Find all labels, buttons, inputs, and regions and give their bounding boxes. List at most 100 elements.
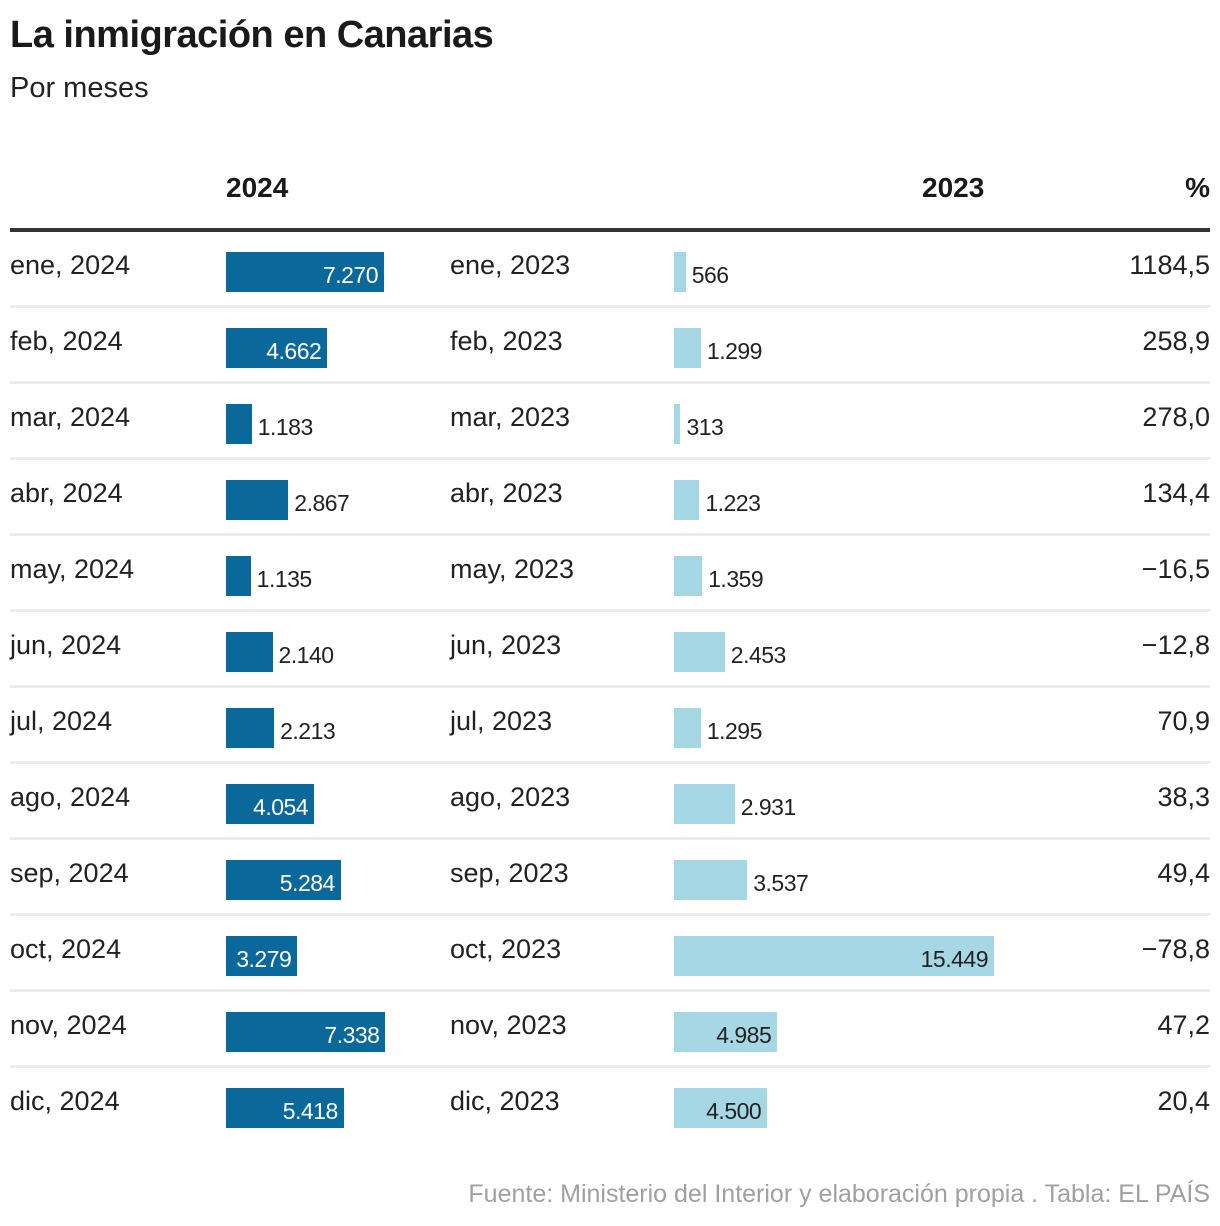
bar-2023 — [674, 708, 701, 748]
percent-change: 70,9 — [1157, 706, 1210, 736]
bar-2024 — [226, 556, 251, 596]
value-2023: 1.295 — [706, 718, 763, 744]
bar-2024 — [226, 1088, 344, 1128]
bar-2023 — [674, 1012, 778, 1052]
month-label-2024: ene, 2024 — [10, 250, 131, 280]
table-row: abr, 2024 2.867 abr, 2023 1.223 134,4 — [10, 460, 1210, 536]
bar-2023 — [674, 556, 703, 596]
table-row: nov, 2024 7.338 nov, 2023 4.985 47,2 — [10, 992, 1210, 1068]
bar-2023 — [674, 784, 735, 824]
month-label-2023: sep, 2023 — [450, 858, 569, 888]
month-label-2023: jun, 2023 — [450, 630, 562, 660]
value-2023: 566 — [691, 262, 729, 288]
value-2024: 5.284 — [279, 870, 336, 896]
header-rule — [10, 228, 1210, 232]
month-label-2024: oct, 2024 — [10, 934, 122, 964]
value-2024: 2.867 — [294, 490, 350, 516]
month-label-2024: dic, 2024 — [10, 1086, 120, 1116]
percent-change: −78,8 — [1141, 934, 1210, 964]
value-2024: 1.135 — [256, 566, 313, 592]
value-2023: 2.453 — [730, 642, 787, 668]
table-row: mar, 2024 1.183 mar, 2023 313 278,0 — [10, 384, 1210, 460]
header-2024: 2024 — [226, 172, 289, 203]
month-label-2023: ago, 2023 — [450, 782, 571, 812]
value-2024: 4.054 — [253, 794, 309, 820]
table-row: sep, 2024 5.284 sep, 2023 3.537 49,4 — [10, 840, 1210, 916]
bar-2024 — [226, 252, 384, 292]
percent-change: −16,5 — [1141, 554, 1210, 584]
bar-2024 — [226, 328, 328, 368]
month-label-2024: feb, 2024 — [10, 326, 123, 356]
month-label-2023: abr, 2023 — [450, 478, 563, 508]
chart-subtitle: Por meses — [10, 72, 149, 104]
percent-change: 278,0 — [1142, 402, 1210, 432]
bar-2023 — [674, 1088, 768, 1128]
header-percent: % — [1185, 172, 1210, 203]
value-2023: 3.537 — [753, 870, 809, 896]
bar-2024 — [226, 860, 341, 900]
bar-2024 — [226, 632, 273, 672]
bar-2024 — [226, 708, 275, 748]
bar-2023 — [674, 480, 700, 520]
month-label-2024: sep, 2024 — [10, 858, 129, 888]
value-2023: 1.223 — [705, 490, 761, 516]
month-label-2024: mar, 2024 — [10, 402, 131, 432]
percent-change: 258,9 — [1142, 326, 1210, 356]
bar-2023 — [674, 404, 681, 444]
value-2023: 2.931 — [740, 794, 797, 820]
value-2024: 2.140 — [278, 642, 335, 668]
percent-change: 1184,5 — [1129, 250, 1210, 280]
percent-change: 20,4 — [1157, 1086, 1210, 1116]
chart-title: La inmigración en Canarias — [10, 14, 494, 56]
month-label-2023: nov, 2023 — [450, 1010, 567, 1040]
bar-2024 — [226, 784, 315, 824]
value-2023: 4.985 — [716, 1022, 772, 1048]
bar-2024 — [226, 404, 252, 444]
bar-2023 — [674, 936, 994, 976]
table-row: ago, 2024 4.054 ago, 2023 2.931 38,3 — [10, 764, 1210, 840]
bar-2023 — [674, 328, 701, 368]
value-2024: 3.279 — [236, 946, 292, 972]
bar-2023 — [674, 252, 686, 292]
month-label-2023: oct, 2023 — [450, 934, 562, 964]
source-note: Fuente: Ministerio del Interior y elabor… — [468, 1180, 1210, 1208]
value-2023: 1.359 — [708, 566, 764, 592]
percent-change: −12,8 — [1141, 630, 1210, 660]
value-2023: 313 — [686, 414, 724, 440]
month-label-2024: jun, 2024 — [10, 630, 122, 660]
table-row: feb, 2024 4.662 feb, 2023 1.299 258,9 — [10, 308, 1210, 384]
header-2023: 2023 — [922, 172, 985, 203]
bar-2024 — [226, 936, 298, 976]
table-row: oct, 2024 3.279 oct, 2023 15.449 −78,8 — [10, 916, 1210, 992]
percent-change: 47,2 — [1157, 1010, 1210, 1040]
month-label-2024: may, 2024 — [10, 554, 135, 584]
table-row: ene, 2024 7.270 ene, 2023 566 1184,5 — [10, 232, 1210, 308]
value-2024: 4.662 — [266, 338, 322, 364]
percent-change: 49,4 — [1157, 858, 1210, 888]
bar-2024 — [226, 1012, 386, 1052]
percent-change: 134,4 — [1142, 478, 1210, 508]
month-label-2023: ene, 2023 — [450, 250, 571, 280]
month-label-2023: mar, 2023 — [450, 402, 571, 432]
month-label-2023: may, 2023 — [450, 554, 575, 584]
value-2023: 1.299 — [706, 338, 763, 364]
value-2023: 4.500 — [706, 1098, 762, 1124]
month-label-2024: jul, 2024 — [10, 706, 113, 736]
month-label-2024: nov, 2024 — [10, 1010, 127, 1040]
month-label-2024: ago, 2024 — [10, 782, 131, 812]
table-row: may, 2024 1.135 may, 2023 1.359 −16,5 — [10, 536, 1210, 612]
table-row: jul, 2024 2.213 jul, 2023 1.295 70,9 — [10, 688, 1210, 764]
bar-2023 — [674, 860, 748, 900]
table-row: jun, 2024 2.140 jun, 2023 2.453 −12,8 — [10, 612, 1210, 688]
value-2024: 7.270 — [322, 262, 379, 288]
value-2024: 1.183 — [257, 414, 314, 440]
value-2023: 15.449 — [920, 946, 989, 972]
bar-2023 — [674, 632, 725, 672]
percent-change: 38,3 — [1157, 782, 1210, 812]
month-label-2023: jul, 2023 — [450, 706, 553, 736]
table-row: dic, 2024 5.418 dic, 2023 4.500 20,4 — [10, 1068, 1210, 1144]
bar-2024 — [226, 480, 289, 520]
value-2024: 5.418 — [282, 1098, 339, 1124]
month-label-2023: dic, 2023 — [450, 1086, 560, 1116]
value-2024: 2.213 — [280, 718, 336, 744]
